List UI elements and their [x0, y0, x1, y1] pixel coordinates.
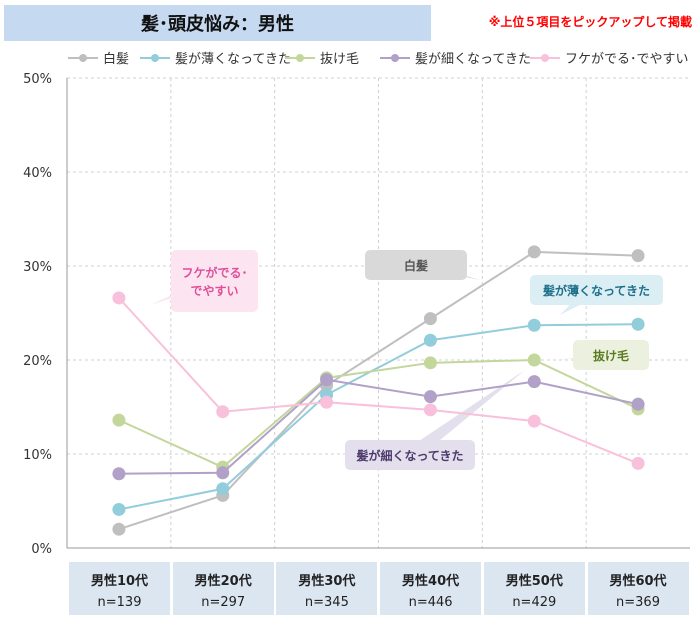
series-line: [118, 250, 639, 531]
callout-2: 髪が薄くなってきた: [530, 275, 663, 315]
series-3: [112, 373, 645, 481]
legend-label: 髪が細くなってきた: [415, 52, 531, 67]
data-point: [527, 353, 541, 367]
legend-label: 抜け毛: [320, 51, 359, 67]
x-tick-label: 男性60代: [609, 574, 667, 589]
y-tick-label: 40%: [23, 166, 52, 181]
legend-marker: [296, 54, 304, 62]
y-tick-label: 20%: [23, 354, 52, 369]
legend-label: フケがでる･でやすい: [565, 52, 689, 67]
data-point: [216, 405, 230, 419]
data-point: [423, 390, 437, 404]
legend-marker: [79, 54, 87, 62]
data-point: [631, 249, 645, 263]
y-tick-label: 30%: [23, 260, 52, 275]
data-point: [527, 414, 541, 428]
data-point: [527, 245, 541, 259]
data-point: [216, 482, 230, 496]
sample-size: n=139: [97, 595, 142, 610]
legend-marker: [151, 54, 159, 62]
callout-label: 抜け毛: [593, 348, 629, 363]
series-line: [118, 358, 639, 469]
data-point: [112, 502, 126, 516]
x-category: 男性10代 n=139: [69, 562, 170, 615]
callout-label: フケがでる･でやすい: [181, 265, 247, 298]
data-point: [527, 318, 541, 332]
series-4: [112, 291, 645, 470]
sample-size: n=297: [201, 595, 246, 610]
series-line: [118, 297, 639, 465]
x-category: 男性20代 n=297: [172, 562, 274, 615]
callout-3: 抜け毛: [555, 340, 649, 370]
series-line: [118, 378, 639, 475]
x-category: 男性30代 n=345: [276, 562, 378, 615]
legend-item: 髪が細くなってきた: [380, 52, 531, 67]
data-point: [631, 456, 645, 470]
legend-item: フケがでる･でやすい: [530, 52, 689, 67]
series-line: [118, 323, 639, 511]
callout-4: 髪が細くなってきた: [345, 370, 525, 470]
legend-label: 髪が薄くなってきた: [175, 52, 291, 67]
chart-title: 髪･頭皮悩み：男性: [4, 5, 431, 41]
x-category: 男性60代 n=369: [587, 562, 689, 615]
data-point: [423, 403, 437, 417]
legend-item: 髪が薄くなってきた: [140, 52, 291, 67]
callout-1: 白髪: [365, 250, 480, 280]
callout-label: 髪が細くなってきた: [355, 448, 463, 463]
sample-size: n=429: [512, 595, 557, 610]
x-tick-label: 男性40代: [402, 574, 460, 589]
x-tick-label: 男性50代: [505, 574, 563, 589]
legend-item: 白髪: [68, 51, 129, 67]
data-point: [216, 466, 230, 480]
y-tick-label: 0%: [31, 542, 52, 557]
data-point: [320, 373, 334, 387]
note: ※上位５項目をピックアップして掲載: [488, 15, 692, 29]
x-tick-label: 男性10代: [90, 574, 149, 589]
x-tick-label: 男性20代: [194, 574, 252, 589]
sample-size: n=369: [616, 595, 660, 610]
data-point: [423, 356, 437, 370]
series-0: [112, 245, 645, 536]
callout-0: フケがでる･でやすい: [150, 250, 258, 312]
series-1: [112, 317, 645, 516]
data-point: [112, 522, 126, 536]
legend-item: 抜け毛: [285, 51, 359, 67]
data-point: [320, 395, 334, 409]
legend-marker: [541, 54, 549, 62]
legend-marker: [391, 54, 399, 62]
data-point: [112, 413, 126, 427]
x-category: 男性50代 n=429: [483, 562, 585, 615]
callout-label: 髪が薄くなってきた: [542, 283, 650, 298]
data-point: [527, 375, 541, 389]
callout-label: 白髪: [404, 258, 428, 273]
data-point: [423, 333, 437, 347]
data-point: [631, 317, 645, 331]
x-tick-label: 男性30代: [298, 574, 356, 589]
data-point: [112, 467, 126, 481]
sample-size: n=446: [408, 595, 453, 610]
data-point: [112, 291, 126, 305]
legend-label: 白髪: [103, 51, 129, 67]
x-category: 男性40代 n=446: [380, 562, 482, 615]
data-point: [631, 397, 645, 411]
sample-size: n=345: [304, 595, 349, 610]
data-point: [423, 312, 437, 326]
y-tick-label: 50%: [23, 72, 52, 87]
y-tick-label: 10%: [23, 448, 52, 463]
